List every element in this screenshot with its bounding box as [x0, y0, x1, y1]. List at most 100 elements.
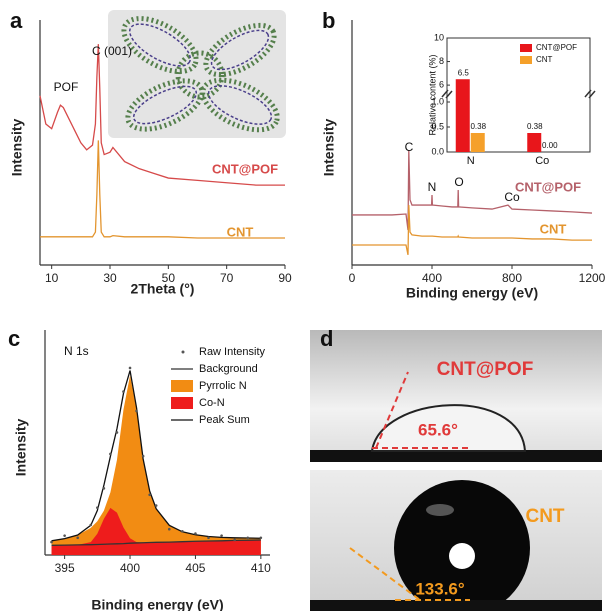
- line: [352, 205, 592, 256]
- structure-image: [108, 10, 286, 138]
- y-tick-label: 8: [439, 56, 444, 66]
- x-axis-label: 2Theta (°): [131, 281, 195, 297]
- photo-label: CNT: [525, 506, 564, 527]
- value-label: 0.00: [542, 141, 558, 150]
- legend-label: Background: [199, 363, 258, 375]
- data-point: [181, 530, 184, 533]
- panel-label: b: [322, 8, 335, 33]
- line: [40, 140, 285, 239]
- data-point: [63, 534, 66, 537]
- data-point: [109, 452, 112, 456]
- legend-symbol: [171, 380, 193, 392]
- legend-symbol: [520, 44, 532, 52]
- data-point: [115, 431, 119, 434]
- legend-label: Raw Intensity: [199, 346, 266, 358]
- area: [51, 507, 261, 555]
- data-point: [102, 487, 106, 490]
- annotation: C: [405, 140, 414, 154]
- legend-symbol: [520, 56, 532, 64]
- x-tick-label: 50: [162, 271, 176, 285]
- x-tick-label: 0: [349, 271, 356, 285]
- x-tick-label: 90: [278, 271, 292, 285]
- contact-angle-photo-bottom: [310, 470, 602, 611]
- data-point: [233, 538, 236, 542]
- y-axis-label: Intensity: [9, 119, 25, 177]
- x-axis-label: Binding energy (eV): [406, 285, 538, 301]
- series-label: CNT: [227, 224, 254, 239]
- x-tick-label: 400: [120, 561, 140, 575]
- photo-label: CNT@POF: [437, 359, 534, 380]
- annotation: N 1s: [64, 344, 89, 358]
- x-tick-label: 10: [45, 271, 59, 285]
- legend-symbol: [181, 350, 185, 354]
- series-label: CNT@POF: [212, 161, 278, 176]
- contact-angle-photo-top: [310, 330, 602, 462]
- x-tick-label: 800: [502, 271, 522, 285]
- legend-symbol: [171, 397, 193, 409]
- annotation: O: [454, 175, 463, 189]
- legend-label: Peak Sum: [199, 414, 250, 426]
- data-point: [167, 527, 171, 531]
- y-tick-label: 0.0: [431, 146, 444, 156]
- legend-label: Pyrrolic N: [199, 380, 247, 392]
- x-tick-label: 70: [220, 271, 234, 285]
- bar: [470, 133, 485, 152]
- data-point: [141, 454, 145, 458]
- x-tick-label: Co: [535, 155, 549, 167]
- data-point: [76, 536, 80, 540]
- axis-break: [584, 89, 596, 99]
- bar: [527, 133, 542, 152]
- value-label: 6.5: [458, 68, 470, 77]
- line: [39, 44, 285, 186]
- data-point: [128, 366, 132, 370]
- x-tick-label: 410: [251, 561, 271, 575]
- axis-break: [441, 89, 453, 99]
- value-label: 0.38: [527, 122, 543, 131]
- annotation: C (001): [92, 44, 132, 58]
- data-point: [96, 506, 99, 510]
- x-tick-label: 30: [103, 271, 117, 285]
- legend-label: CNT@POF: [536, 43, 577, 52]
- annotation: Co: [504, 190, 520, 204]
- angle-label: 133.6°: [415, 579, 465, 598]
- line: [51, 539, 261, 546]
- data-point: [194, 532, 197, 535]
- data-point: [148, 493, 151, 497]
- data-point: [220, 534, 223, 537]
- bar: [455, 79, 470, 152]
- legend-label: CNT: [536, 55, 553, 64]
- legend-label: Co-N: [199, 397, 225, 409]
- y-tick-label: 10: [434, 32, 444, 42]
- panel-label: a: [10, 8, 23, 33]
- data-point: [122, 390, 125, 393]
- data-point: [259, 536, 263, 540]
- panel-label: c: [8, 326, 20, 351]
- series-label: CNT@POF: [515, 179, 581, 194]
- data-point: [207, 536, 210, 540]
- data-point: [89, 523, 93, 527]
- x-tick-label: 400: [422, 271, 442, 285]
- x-tick-label: 395: [55, 561, 75, 575]
- y-axis-label: Relative content (%): [427, 54, 437, 135]
- data-point: [135, 409, 138, 413]
- line: [51, 370, 261, 542]
- annotation: N: [428, 180, 437, 194]
- y-tick-label: 0.5: [431, 121, 444, 131]
- x-tick-label: 1200: [579, 271, 606, 285]
- annotation: POF: [54, 80, 79, 94]
- x-tick-label: N: [467, 155, 475, 167]
- value-label: 0.38: [470, 122, 486, 131]
- y-tick-label: 6: [439, 79, 444, 89]
- series-label: CNT: [540, 221, 567, 236]
- panel-label: d: [320, 326, 333, 351]
- y-tick-label: 1.0: [431, 96, 444, 106]
- data-point: [246, 536, 250, 540]
- y-axis-label: Intensity: [13, 419, 29, 477]
- data-point: [154, 504, 158, 507]
- x-tick-label: 405: [185, 561, 205, 575]
- area: [51, 375, 261, 555]
- data-point: [50, 540, 53, 544]
- y-axis-label: Intensity: [321, 119, 337, 177]
- angle-label: 65.6°: [418, 420, 458, 439]
